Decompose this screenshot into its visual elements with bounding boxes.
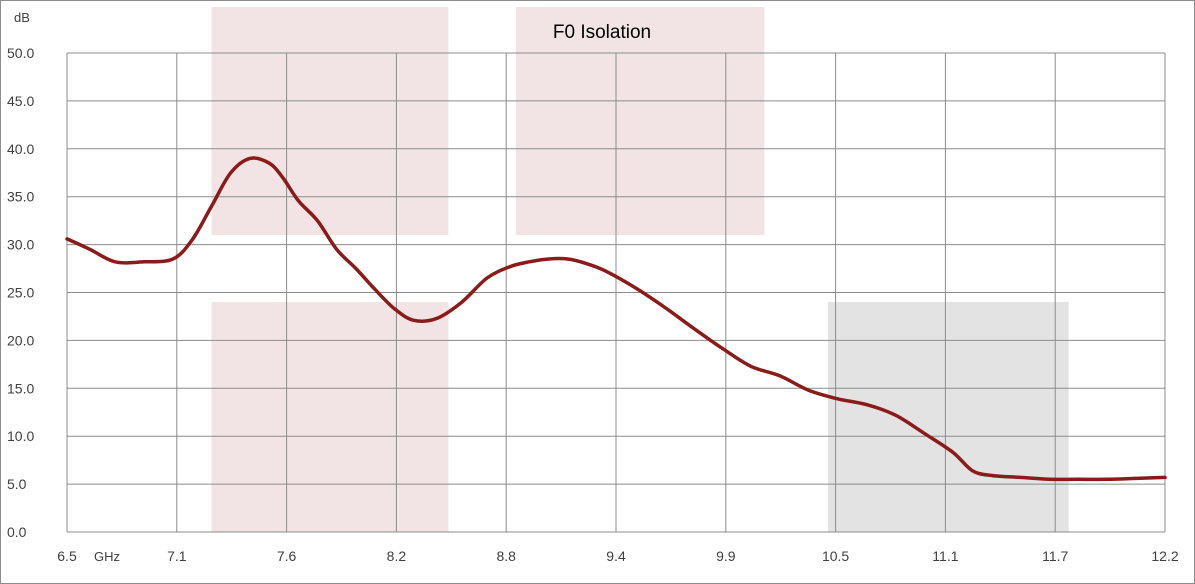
y-tick-label: 30.0: [7, 237, 34, 253]
highlight-bands: [211, 7, 1069, 532]
x-axis-unit-label: GHz: [94, 549, 120, 564]
x-tick-label: 6.5: [57, 548, 77, 564]
grid-lines: [66, 52, 1166, 533]
y-tick-label: 20.0: [7, 332, 34, 348]
y-tick-label: 0.0: [7, 524, 27, 540]
x-tick-label: 9.4: [606, 548, 626, 564]
x-tick-label: 10.5: [822, 548, 849, 564]
series-lines: [65, 156, 1167, 482]
y-tick-label: 25.0: [7, 285, 34, 301]
highlight-band-2: [211, 302, 449, 532]
chart-title: F0 Isolation: [553, 22, 651, 43]
y-axis-unit-label: dB: [14, 10, 30, 25]
series-line-1: [65, 156, 1167, 482]
x-tick-label: 7.6: [277, 548, 297, 564]
x-tick-label: 8.2: [387, 548, 407, 564]
y-tick-label: 10.0: [7, 428, 34, 444]
highlight-band-1: [211, 7, 449, 236]
y-tick-label: 50.0: [7, 45, 34, 61]
y-tick-label: 5.0: [7, 476, 27, 492]
x-tick-label: 7.1: [167, 548, 187, 564]
y-tick-labels: 0.0 5.0 10.0 15.0 20.0 25.0 30.0 35.0 40.0 45.0 50…: [7, 45, 34, 540]
x-tick-label: 8.8: [496, 548, 516, 564]
x-tick-label: 12.2: [1151, 548, 1178, 564]
y-tick-label: 40.0: [7, 141, 34, 157]
y-tick-label: 45.0: [7, 93, 34, 109]
x-tick-labels: 6.5 7.1 7.6 8.2 8.8 9.4 9.9 10.5 11.1 11.7 12.2: [57, 548, 1179, 564]
highlight-band-4: [827, 302, 1069, 532]
x-tick-label: 11.1: [932, 548, 958, 564]
y-tick-label: 35.0: [7, 189, 34, 205]
x-tick-label: 11.7: [1042, 548, 1068, 564]
x-tick-label: 9.9: [716, 548, 736, 564]
y-tick-label: 15.0: [7, 380, 34, 396]
